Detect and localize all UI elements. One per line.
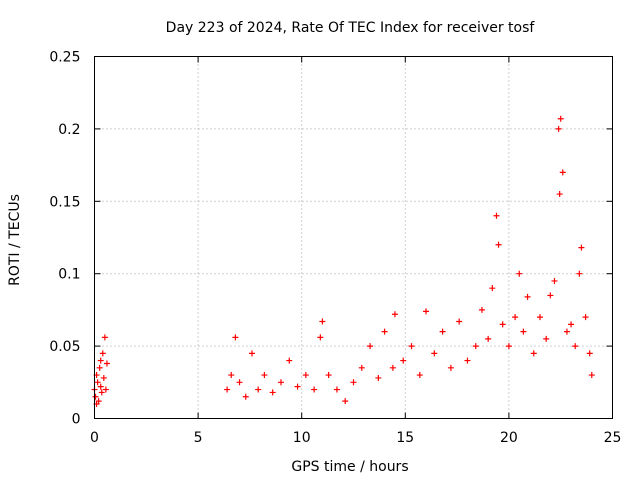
y-tick-label: 0.2 — [58, 122, 80, 138]
data-point — [92, 393, 99, 400]
data-point — [224, 386, 231, 393]
data-point — [472, 343, 479, 350]
x-tick-label: 20 — [500, 430, 518, 446]
data-point — [101, 334, 108, 341]
data-point — [563, 328, 570, 335]
data-point — [269, 389, 276, 396]
data-point — [408, 343, 415, 350]
data-point — [536, 314, 543, 321]
data-point — [100, 374, 107, 381]
data-point — [400, 357, 407, 364]
data-point — [578, 244, 585, 251]
data-point — [493, 212, 500, 219]
data-point — [530, 350, 537, 357]
data-point — [261, 372, 268, 379]
data-point — [302, 372, 309, 379]
data-point — [547, 292, 554, 299]
data-point — [389, 364, 396, 371]
data-point — [588, 372, 595, 379]
data-point — [103, 360, 110, 367]
data-point — [520, 328, 527, 335]
data-point — [317, 334, 324, 341]
data-points — [91, 115, 595, 408]
data-point — [495, 241, 502, 248]
y-axis-label: ROTI / TECUs — [7, 194, 23, 286]
data-point — [447, 364, 454, 371]
data-point — [464, 357, 471, 364]
data-point — [559, 169, 566, 176]
grid — [94, 56, 613, 419]
data-point — [555, 125, 562, 132]
data-point — [375, 374, 382, 381]
data-point — [505, 343, 512, 350]
x-axis-label: GPS time / hours — [291, 459, 408, 475]
data-point — [524, 293, 531, 300]
data-point — [96, 364, 103, 371]
x-tick-label: 25 — [604, 430, 622, 446]
data-point — [485, 335, 492, 342]
data-point — [255, 386, 262, 393]
data-point — [439, 328, 446, 335]
data-point — [99, 350, 106, 357]
data-point — [325, 372, 332, 379]
data-point — [98, 389, 105, 396]
data-point — [94, 379, 101, 386]
data-point — [358, 364, 365, 371]
x-tick-label: 15 — [396, 430, 414, 446]
data-point — [319, 318, 326, 325]
data-point — [576, 270, 583, 277]
data-point — [568, 321, 575, 328]
data-point — [311, 386, 318, 393]
data-point — [294, 383, 301, 390]
data-point — [499, 321, 506, 328]
data-point — [97, 357, 104, 364]
chart-title: Day 223 of 2024, Rate Of TEC Index for r… — [166, 20, 536, 36]
x-tick-label: 10 — [293, 430, 311, 446]
data-point — [556, 191, 563, 198]
data-point — [232, 334, 239, 341]
data-point — [342, 398, 349, 405]
y-tick-label: 0 — [72, 412, 81, 428]
data-point — [431, 350, 438, 357]
data-point — [551, 277, 558, 284]
data-point — [456, 318, 463, 325]
plot-frame — [94, 56, 613, 419]
data-point — [516, 270, 523, 277]
data-point — [489, 285, 496, 292]
data-point — [586, 350, 593, 357]
data-point — [557, 115, 564, 122]
data-point — [512, 314, 519, 321]
data-point — [367, 343, 374, 350]
data-point — [350, 379, 357, 386]
data-point — [333, 386, 340, 393]
data-point — [97, 383, 104, 390]
data-point — [277, 379, 284, 386]
axis-ticks: 0 5 10 15 20 25 0 0.05 0.1 0.15 0.2 0.25 — [49, 50, 621, 447]
data-point — [228, 372, 235, 379]
y-tick-label: 0.05 — [49, 339, 80, 355]
data-point — [236, 379, 243, 386]
data-point — [242, 393, 249, 400]
y-tick-label: 0.25 — [49, 50, 80, 66]
data-point — [582, 314, 589, 321]
y-tick-label: 0.15 — [49, 194, 80, 210]
y-tick-label: 0.1 — [58, 267, 80, 283]
data-point — [381, 328, 388, 335]
x-tick-label: 0 — [90, 430, 99, 446]
data-point — [572, 343, 579, 350]
data-point — [102, 386, 109, 393]
x-tick-label: 5 — [194, 430, 203, 446]
data-point — [423, 308, 430, 315]
data-point — [543, 335, 550, 342]
data-point — [286, 357, 293, 364]
data-point — [248, 350, 255, 357]
data-point — [478, 306, 485, 313]
data-point — [416, 372, 423, 379]
data-point — [391, 311, 398, 318]
